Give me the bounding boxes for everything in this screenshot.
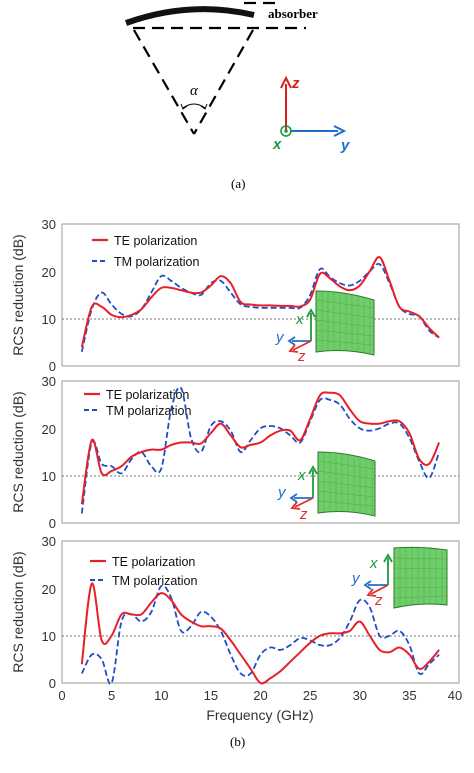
panel-2-ytick-10: 10 — [42, 469, 56, 484]
panel-1-legend-te-label: TE polarization — [114, 234, 197, 248]
panel-1-y-ticks: 30 20 10 0 — [42, 217, 56, 374]
panel-2-inset-panel — [317, 451, 376, 517]
y-axis-arrow — [333, 125, 347, 137]
panel-3-xlabel: Frequency (GHz) — [206, 707, 313, 723]
panel-1-plot-area — [61, 223, 460, 367]
absorber-curve — [124, 6, 255, 26]
panel-3-series-tm-line — [80, 584, 440, 685]
panel-2-inset-z-line — [294, 497, 314, 508]
panel-3-ytick-0: 0 — [49, 676, 56, 691]
panel-2-inset-x-label: x — [297, 467, 306, 484]
panel-3-inset-y-arrow — [363, 580, 372, 590]
panel-2-inset-z-label: z — [299, 506, 308, 523]
panel-3-inset-grid — [393, 546, 448, 607]
angle-arc — [182, 103, 206, 109]
panel-3-inset-x-label: x — [369, 555, 378, 572]
panel-3-y-ticks: 30 20 10 0 — [42, 534, 56, 691]
panel-2-series-tm-line — [80, 386, 440, 514]
panel-3-series-te-line — [80, 582, 440, 685]
panel-3-ytick-20: 20 — [42, 582, 56, 597]
panel-3-ylabel: RCS reduction (dB) — [10, 551, 26, 672]
panel-3-inset-z-arrow — [366, 588, 377, 597]
panel-2-inset-y-label: y — [277, 484, 287, 501]
panel-3-inset: x y z — [351, 546, 448, 609]
panel-3-ytick-10: 10 — [42, 629, 56, 644]
panel-3-xtick-25: 25 — [303, 688, 317, 703]
panel-3-inset-z-label: z — [374, 592, 383, 609]
panel-1-inset: x y z — [275, 290, 375, 365]
panel-3-inset-x-arrow — [383, 553, 393, 563]
panel-1-inset-grid — [315, 291, 375, 354]
panel-3-inset-z-line — [370, 584, 389, 595]
panel-3-xtick-15: 15 — [204, 688, 218, 703]
panel-1-legend-tm-label: TM polarization — [114, 255, 199, 269]
panel-3-xtick-35: 35 — [402, 688, 416, 703]
panel-1-ylabel: RCS reduction (dB) — [10, 234, 26, 355]
z-axis-label: z — [291, 75, 300, 92]
panel-3-legend-tm-label: TM polarization — [112, 574, 197, 588]
panel-2-inset: x y z — [277, 451, 376, 523]
panel-1-inset-z-line — [292, 340, 312, 351]
panel-2-ytick-30: 30 — [42, 374, 56, 389]
panel-3: 30 20 10 0 0 5 10 15 20 25 30 35 40 RCS … — [10, 534, 462, 723]
panel-2-legend-tm-label: TM polarization — [106, 404, 191, 418]
panel-1: 30 20 10 0 RCS reduction (dB) TE polariz… — [10, 217, 460, 374]
x-axis-dot-outer — [280, 125, 292, 137]
panel-1-series-tm-line — [80, 262, 440, 353]
panel-3-inset-panel — [393, 546, 448, 609]
figure-a: absorber α z y x (a) — [124, 1, 350, 191]
panel-3-legend-te-label: TE polarization — [112, 555, 195, 569]
panel-1-inset-z-label: z — [297, 348, 306, 365]
panel-1-ytick-0: 0 — [49, 359, 56, 374]
panel-1-ytick-20: 20 — [42, 265, 56, 280]
panel-3-xtick-5: 5 — [108, 688, 115, 703]
x-axis-dot-inner — [284, 129, 288, 133]
cone-right-edge — [193, 29, 254, 135]
panel-3-ytick-30: 30 — [42, 534, 56, 549]
panel-2-series-te-line — [80, 391, 441, 505]
caption-a: (a) — [231, 176, 245, 191]
panel-1-ytick-30: 30 — [42, 217, 56, 232]
panel-1-inset-y-label: y — [275, 329, 285, 346]
panel-2-legend-te-label: TE polarization — [106, 388, 189, 402]
absorber-label: absorber — [268, 6, 318, 21]
panel-3-xtick-30: 30 — [353, 688, 367, 703]
panel-2-inset-grid — [317, 452, 376, 515]
panel-3-x-ticks: 0 5 10 15 20 25 30 35 40 — [58, 688, 462, 703]
panel-2: 30 20 10 0 RCS reduction (dB) TE polariz… — [10, 374, 460, 531]
panel-3-xtick-40: 40 — [448, 688, 462, 703]
cone-left-edge — [133, 29, 195, 135]
panel-1-inset-y-arrow — [287, 336, 296, 346]
angle-arc-arrow-right — [200, 103, 208, 110]
panel-1-inset-panel — [315, 290, 375, 356]
panel-3-xtick-10: 10 — [154, 688, 168, 703]
panel-2-inset-x-arrow — [308, 465, 318, 475]
y-axis-label: y — [340, 137, 350, 154]
panel-2-ytick-0: 0 — [49, 516, 56, 531]
panel-1-inset-x-label: x — [295, 311, 304, 328]
panel-3-xtick-0: 0 — [58, 688, 65, 703]
x-axis-label: x — [272, 136, 282, 153]
panel-3-xtick-20: 20 — [253, 688, 267, 703]
panel-2-ytick-20: 20 — [42, 422, 56, 437]
panel-2-plot-area — [61, 380, 460, 524]
panel-2-y-ticks: 30 20 10 0 — [42, 374, 56, 531]
panel-1-inset-x-arrow — [306, 308, 316, 318]
angle-arc-arrow-left — [180, 103, 188, 110]
panel-1-legend: TE polarization TM polarization — [92, 234, 199, 269]
panel-2-ylabel: RCS reduction (dB) — [10, 391, 26, 512]
angle-label: α — [190, 83, 199, 99]
panel-1-inset-z-arrow — [288, 344, 299, 353]
caption-b: (b) — [230, 734, 245, 749]
figure-b: 30 20 10 0 RCS reduction (dB) TE polariz… — [10, 217, 462, 749]
panel-2-inset-z-arrow — [290, 501, 301, 510]
panel-3-legend: TE polarization TM polarization — [90, 555, 197, 588]
panel-1-series-te-line — [80, 256, 440, 348]
panel-1-ytick-10: 10 — [42, 312, 56, 327]
panel-2-inset-y-arrow — [289, 493, 298, 503]
panel-3-plot-area — [61, 540, 460, 684]
z-axis-arrow — [280, 75, 292, 89]
panel-3-inset-y-label: y — [351, 570, 361, 587]
